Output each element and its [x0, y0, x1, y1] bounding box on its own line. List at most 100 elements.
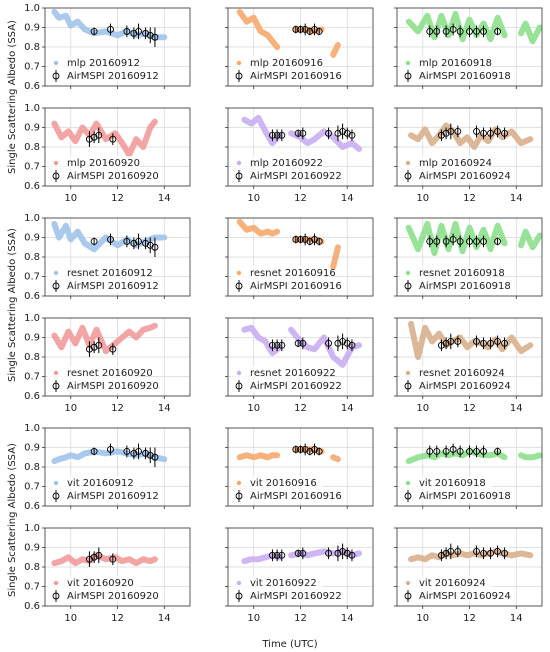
observation-point [343, 339, 351, 347]
legend-marker [405, 370, 411, 376]
plot-area [405, 220, 542, 257]
observation-point [325, 129, 333, 137]
y-axis-label: Single Scattering Albedo (SSA) [7, 228, 18, 382]
observation-point [306, 447, 314, 455]
legend-label: vit 20160920 [67, 578, 134, 589]
observation-point [433, 27, 441, 35]
y-tick-label: 0.7 [24, 372, 40, 383]
observation-point [268, 341, 276, 349]
legend-label: AirMSPI 20160924 [419, 171, 511, 182]
observation-point [151, 453, 159, 461]
legend-label: vit 20160922 [250, 578, 317, 589]
legend-box [400, 576, 492, 603]
observation-point [90, 27, 98, 35]
x-tick-label: 14 [341, 403, 354, 414]
observation-point [473, 237, 480, 245]
y-tick-label: 1.0 [24, 3, 40, 14]
observation-point [339, 127, 347, 135]
legend-label: resnet 20160920 [67, 368, 153, 379]
axes-frame [227, 217, 374, 297]
observation-point [109, 555, 117, 563]
legend-box [231, 366, 323, 393]
plot-area [51, 547, 158, 567]
observation-point [292, 26, 300, 33]
legend-label: AirMSPI 20160918 [419, 71, 511, 82]
legend-label: vit 20160924 [419, 578, 486, 589]
legend-label: vit 20160916 [250, 478, 317, 489]
observation-point [487, 549, 494, 557]
observation-point [339, 337, 347, 345]
x-tick-label: 12 [463, 193, 476, 204]
x-tick-label: 10 [64, 613, 77, 624]
model-series [408, 122, 534, 150]
observation-point [90, 447, 98, 455]
observation-point [107, 446, 114, 453]
observation-point [123, 237, 131, 245]
legend-label: AirMSPI 20160912 [67, 491, 159, 502]
axes-frame [227, 527, 374, 607]
observation-point [301, 446, 309, 453]
panel: 0.6 0.7 0.8 0.9 1.0 resnet 20160912 AirMSPI 20… [24, 213, 191, 302]
model-series [236, 218, 341, 270]
legend-marker [404, 492, 412, 500]
axes-frame [44, 427, 191, 507]
observation-point [501, 129, 509, 137]
observation-point [294, 339, 302, 347]
legend-box [231, 56, 323, 83]
observation-point [292, 235, 300, 243]
model-series [51, 448, 168, 465]
observation-point [278, 551, 286, 559]
axes-frame [44, 527, 191, 607]
legend-marker [404, 592, 412, 600]
x-tick-label: 12 [294, 613, 307, 624]
legend-box [400, 476, 492, 503]
legend-marker [52, 382, 60, 390]
observation-point [473, 337, 480, 345]
observation-point [343, 549, 351, 557]
observation-point [426, 237, 434, 245]
y-tick-label: 1.0 [24, 423, 40, 434]
observation-point [473, 27, 480, 35]
y-tick-label: 0.9 [24, 333, 40, 344]
observation-point [447, 337, 455, 345]
model-series [241, 114, 362, 152]
legend-marker [405, 480, 411, 486]
legend-marker [53, 370, 59, 376]
observation-point [348, 551, 356, 559]
observation-point [442, 129, 450, 137]
observation-point [95, 551, 103, 559]
panel: 0.6 0.7 0.8 0.9 1.0 10 12 14 vit 20160920 AirMSPI… [24, 523, 191, 624]
legend-marker [236, 270, 242, 276]
panel: 10 12 14 vit 20160924 AirMSPI 20160924 [394, 527, 543, 624]
observation-point [454, 127, 462, 135]
observation-point [311, 446, 318, 453]
model-series [51, 8, 168, 41]
legend-label: mlp 20160918 [419, 58, 492, 69]
observation-point [130, 29, 138, 37]
x-tick-label: 10 [416, 403, 429, 414]
observation-point [90, 343, 98, 351]
legend-box [231, 156, 323, 183]
observation-point [433, 447, 441, 455]
observation-point [297, 235, 304, 243]
legend-marker [405, 270, 411, 276]
legend-label: AirMSPI 20160924 [419, 381, 511, 392]
legend-label: mlp 20160924 [419, 158, 492, 169]
model-series [405, 220, 542, 257]
observation-point [315, 27, 323, 35]
legend-marker [53, 580, 59, 586]
observation-point [501, 549, 509, 557]
observation-point [315, 237, 323, 245]
axes-frame [396, 527, 543, 607]
observation-point [437, 341, 445, 349]
panel: 0.6 0.7 0.8 0.9 1.0 vit 20160912 AirMSPI 20160… [24, 423, 191, 512]
observation-point [268, 551, 276, 559]
y-tick-label: 0.8 [24, 252, 40, 263]
observation-point [315, 447, 323, 455]
plot-area [241, 114, 362, 152]
observation-point [142, 449, 150, 457]
observation-point [268, 131, 276, 139]
observation-point [135, 27, 142, 35]
plot-area [405, 443, 542, 465]
observation-point [95, 341, 103, 349]
